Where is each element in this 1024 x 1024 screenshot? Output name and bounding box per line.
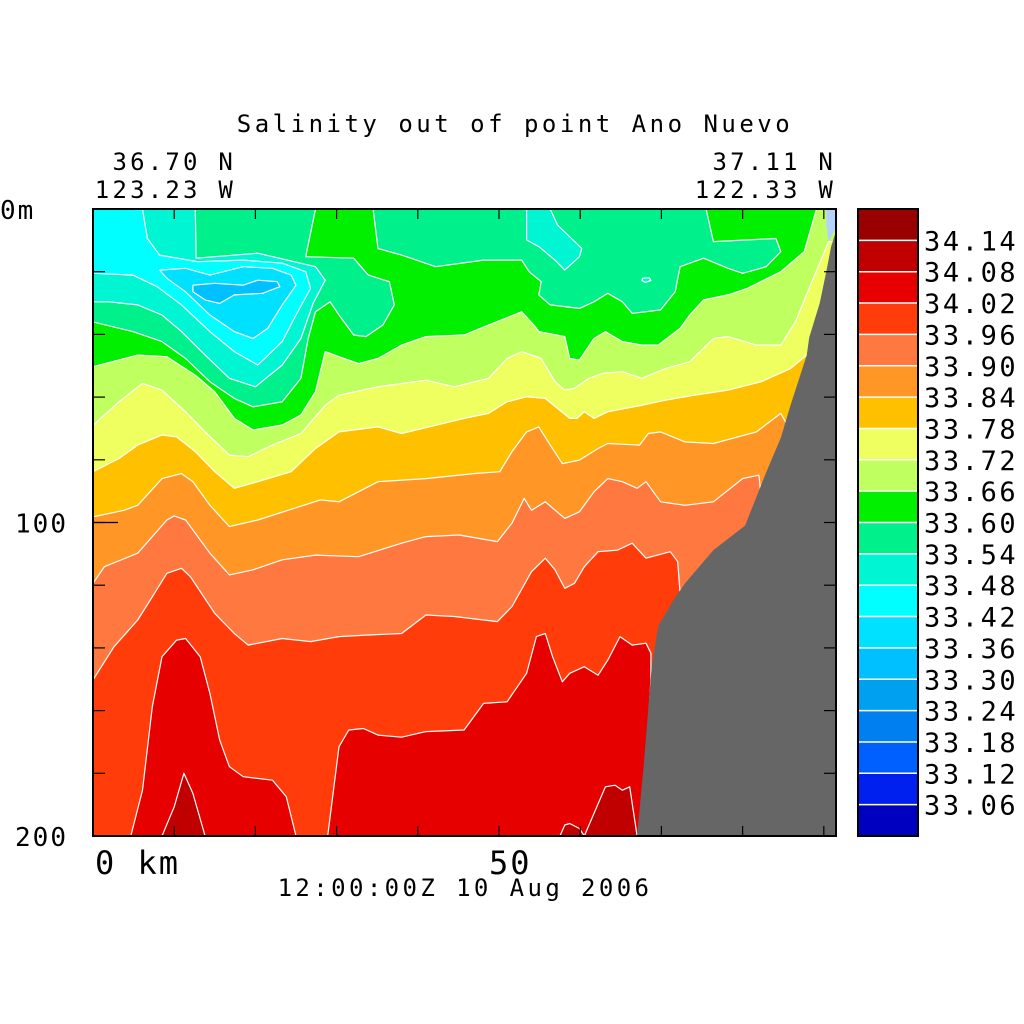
colorbar-label: 33.78 xyxy=(924,414,1018,445)
right-latitude: 37.11 N xyxy=(712,148,836,176)
time-label: 12:00:00Z 10 Aug 2006 xyxy=(278,874,653,902)
colorbar-swatch xyxy=(858,491,918,523)
colorbar-label: 33.36 xyxy=(924,634,1018,665)
colorbar-label: 34.14 xyxy=(924,226,1018,257)
colorbar-label: 33.96 xyxy=(924,320,1018,351)
plot-area xyxy=(93,209,836,836)
colorbar-swatch xyxy=(858,647,918,680)
contour-region-34-08 xyxy=(161,772,206,836)
colorbar-swatch xyxy=(858,459,918,492)
colorbar-swatch xyxy=(858,397,918,429)
right-longitude: 122.33 W xyxy=(695,176,836,204)
colorbar-swatch xyxy=(858,616,918,648)
left-latitude: 36.70 N xyxy=(112,148,236,176)
x-tick-label: 50 xyxy=(489,844,532,882)
colorbar-label: 33.54 xyxy=(924,540,1018,571)
left-longitude: 123.23 W xyxy=(95,176,236,204)
chart-title: Salinity out of point Ano Nuevo xyxy=(237,110,793,138)
colorbar-swatch xyxy=(858,522,918,554)
colorbar-label: 33.12 xyxy=(924,759,1018,790)
colorbar-label: 33.06 xyxy=(924,791,1018,822)
colorbar-label: 33.18 xyxy=(924,728,1018,759)
x-tick-label: 0 km xyxy=(95,844,180,882)
contour-fills xyxy=(93,209,836,836)
colorbar-label: 33.90 xyxy=(924,352,1018,383)
colorbar-label: 34.08 xyxy=(924,258,1018,289)
colorbar-swatch xyxy=(858,679,918,711)
colorbar-swatch xyxy=(858,271,918,304)
bathymetry-seafloor xyxy=(637,230,836,836)
contour-region-33-48 xyxy=(525,209,583,271)
colorbar-label: 33.72 xyxy=(924,446,1018,477)
colorbar-swatch xyxy=(858,334,918,366)
contour-region-34-08 xyxy=(559,822,585,836)
colorbar-swatch xyxy=(858,741,918,774)
colorbar-label: 33.66 xyxy=(924,477,1018,508)
colorbar-swatch xyxy=(858,553,918,586)
colorbar-swatch xyxy=(858,303,918,335)
colorbar-label: 33.84 xyxy=(924,383,1018,414)
colorbar-swatch xyxy=(858,209,918,241)
colorbar-label: 33.42 xyxy=(924,603,1018,634)
colorbar-label: 33.30 xyxy=(924,665,1018,696)
colorbar-swatch xyxy=(858,804,918,836)
colorbar-swatch xyxy=(858,428,918,460)
contour-region-34-08 xyxy=(583,784,638,836)
colorbar: 33.0633.1233.1833.2433.3033.3633.4233.48… xyxy=(857,208,1018,837)
y-tick-label: 100 xyxy=(15,510,68,540)
colorbar-swatch xyxy=(858,773,918,805)
missing-data-patch xyxy=(826,209,836,242)
contour-region-33-30 xyxy=(192,279,281,304)
y-axis-top-label: 0m xyxy=(0,196,35,226)
contour-region-33-48 xyxy=(641,277,652,283)
colorbar-label: 33.48 xyxy=(924,571,1018,602)
colorbar-label: 33.24 xyxy=(924,697,1018,728)
contour-region-34-02 xyxy=(130,637,297,836)
colorbar-label: 33.60 xyxy=(924,509,1018,540)
colorbar-swatch xyxy=(858,240,918,272)
colorbar-frame xyxy=(857,208,919,837)
y-tick-label: 200 xyxy=(15,823,68,853)
colorbar-label: 34.02 xyxy=(924,289,1018,320)
colorbar-swatch xyxy=(858,365,918,398)
colorbar-swatch xyxy=(858,710,918,742)
contour-region-34-02 xyxy=(327,632,652,836)
axes: 100 200 0 km 50 xyxy=(15,208,837,882)
colorbar-swatch xyxy=(858,585,918,617)
